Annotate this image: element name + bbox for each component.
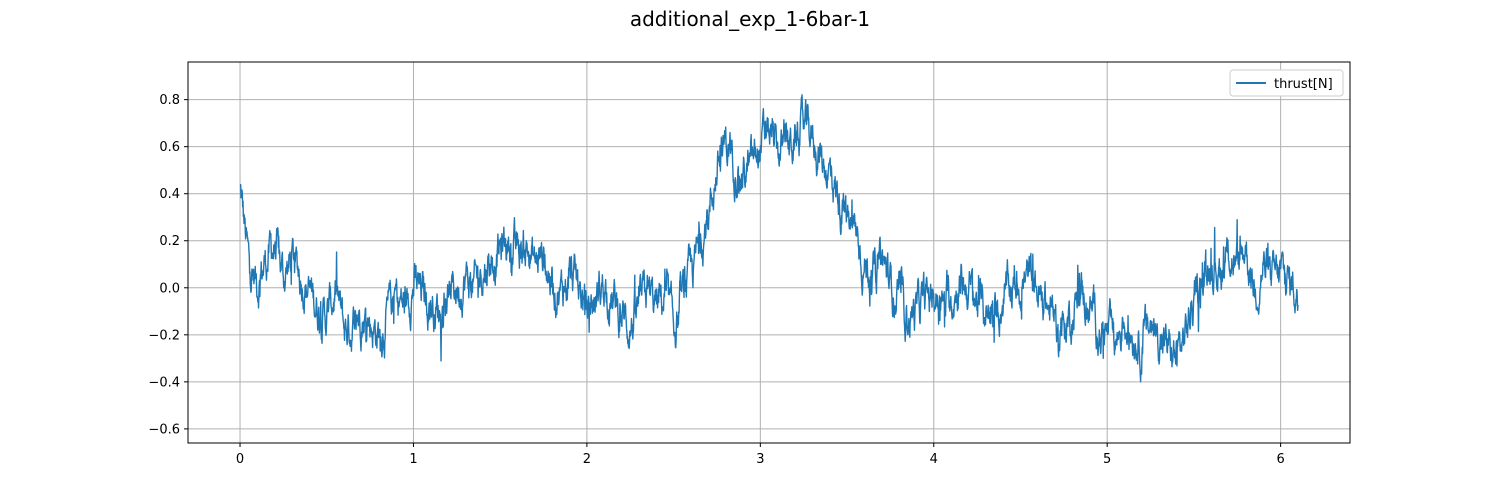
series-layer xyxy=(239,94,1299,383)
y-tick-label: 0.4 xyxy=(159,187,180,202)
x-tick-label: 5 xyxy=(1103,452,1111,467)
y-tick-label: 0.8 xyxy=(159,93,180,108)
x-tick-label: 4 xyxy=(930,452,938,467)
legend: thrust[N] xyxy=(1229,69,1344,97)
y-tick-label: 0.0 xyxy=(159,281,180,296)
legend-label: thrust[N] xyxy=(1274,77,1333,92)
x-tick-label: 2 xyxy=(583,452,591,467)
y-tick-label: 0.2 xyxy=(159,234,180,249)
x-tick-label: 1 xyxy=(409,452,417,467)
y-tick-label: −0.2 xyxy=(148,328,180,343)
y-tick-label: −0.6 xyxy=(148,422,180,437)
y-tick-label: 0.6 xyxy=(159,140,180,155)
chart-title: additional_exp_1-6bar-1 xyxy=(629,7,871,31)
plot-frame xyxy=(187,61,1351,444)
legend-box xyxy=(1229,69,1344,97)
x-tick-label: 6 xyxy=(1276,452,1284,467)
ticks: 0 1 2 3 4 5 6 −0.6 −0.4 −0.2 0.0 0.2 0.4 0.6 0.8 xyxy=(148,93,1284,467)
x-tick-label: 3 xyxy=(756,452,764,467)
plot-background xyxy=(188,62,1350,443)
series-line-thrust xyxy=(239,94,1299,383)
y-tick-label: −0.4 xyxy=(148,375,180,390)
x-tick-label: 0 xyxy=(236,452,244,467)
